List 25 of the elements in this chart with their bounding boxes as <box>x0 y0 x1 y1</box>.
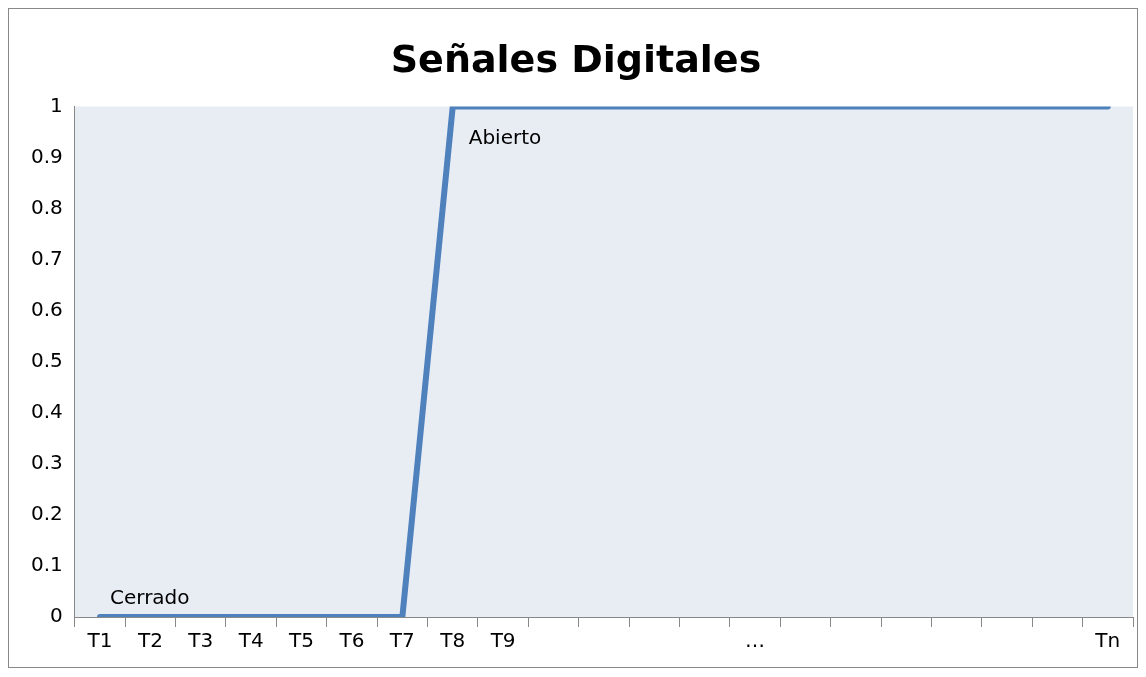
chart-title: Señales Digitales <box>390 36 762 81</box>
x-tick-label: T3 <box>187 628 214 653</box>
y-tick-label: 0 <box>50 603 63 628</box>
x-tick-label: T1 <box>86 628 113 653</box>
x-tick-label: T6 <box>338 628 365 653</box>
y-tick-label: 0.7 <box>30 245 63 270</box>
x-tick-label: T8 <box>439 628 466 653</box>
x-tick-label: … <box>745 628 766 653</box>
y-tick-label: 0.6 <box>30 296 63 321</box>
y-tick-label: 1 <box>50 92 63 117</box>
x-tick-label: T5 <box>288 628 315 653</box>
y-tick-label: 0.3 <box>30 450 63 475</box>
x-tick-label: T7 <box>388 628 415 653</box>
annotation: Cerrado <box>110 585 190 610</box>
x-tick-label: T2 <box>136 628 163 653</box>
y-tick-label: 0.2 <box>30 501 63 526</box>
x-tick-label: T4 <box>237 628 264 653</box>
x-tick-label: T9 <box>489 628 516 653</box>
annotation: Abierto <box>468 124 542 149</box>
y-tick-label: 0.9 <box>30 143 63 168</box>
y-tick-label: 0.5 <box>30 348 63 372</box>
x-tick-label: Tn <box>1094 628 1121 653</box>
y-tick-label: 0.4 <box>30 399 63 424</box>
y-tick-label: 0.1 <box>30 552 63 577</box>
y-tick-label: 0.8 <box>30 194 63 219</box>
